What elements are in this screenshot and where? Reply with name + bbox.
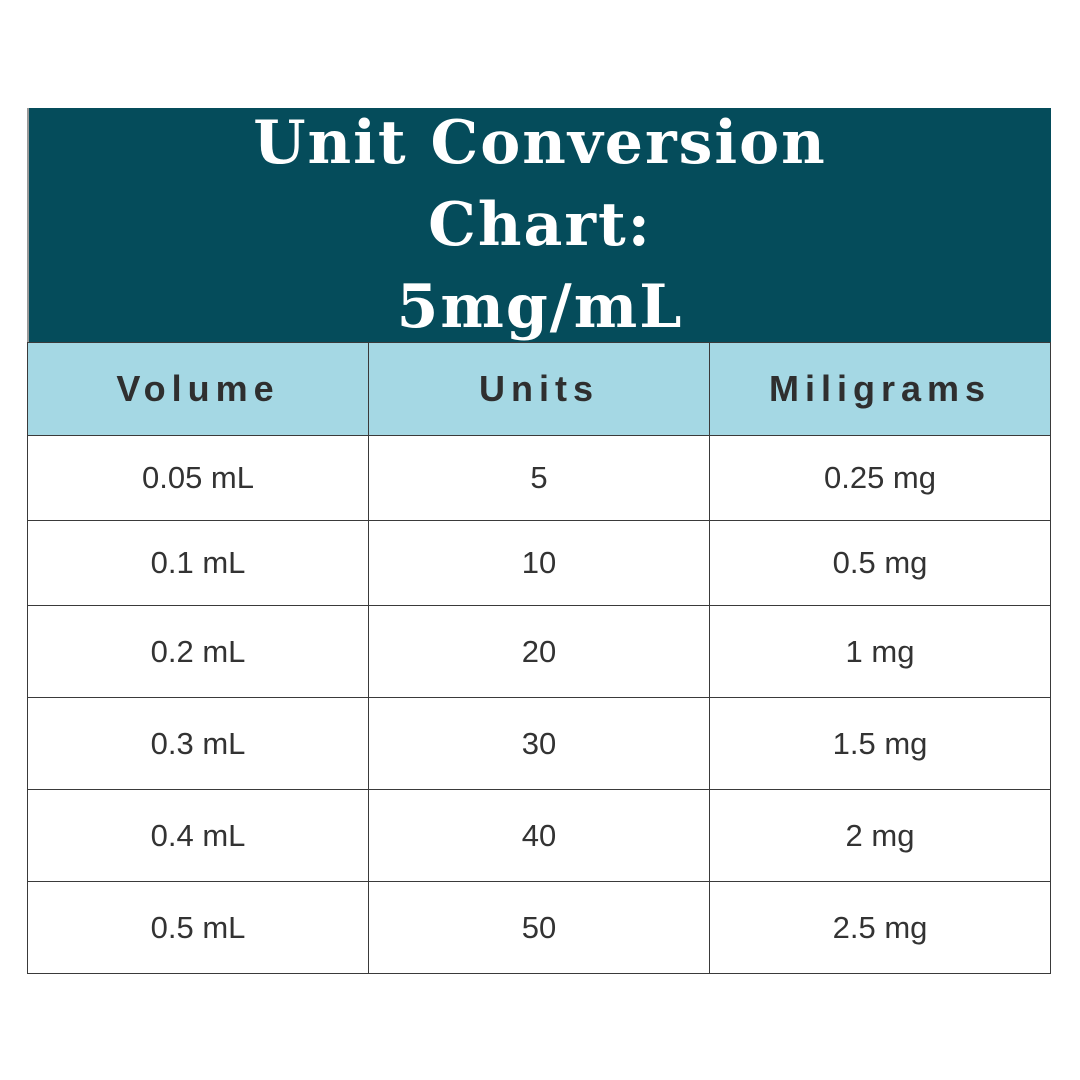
table-row: 0.1 mL 10 0.5 mg	[27, 520, 1051, 606]
milligrams-cell: 0.5 mg	[709, 520, 1051, 606]
conversion-chart: Unit Conversion Chart: 5mg/mL Volume Uni…	[27, 108, 1051, 974]
volume-cell: 0.3 mL	[27, 697, 369, 790]
milligrams-cell: 1.5 mg	[709, 697, 1051, 790]
table-row: 0.4 mL 40 2 mg	[27, 789, 1051, 882]
units-cell: 20	[368, 605, 710, 698]
milligrams-cell: 1 mg	[709, 605, 1051, 698]
header-row: Volume Units Miligrams	[27, 342, 1051, 436]
units-cell: 5	[368, 435, 710, 521]
title-banner: Unit Conversion Chart: 5mg/mL	[27, 108, 1051, 342]
volume-cell: 0.4 mL	[27, 789, 369, 882]
header-units: Units	[368, 342, 710, 436]
units-cell: 50	[368, 881, 710, 974]
units-cell: 30	[368, 697, 710, 790]
milligrams-cell: 0.25 mg	[709, 435, 1051, 521]
milligrams-cell: 2.5 mg	[709, 881, 1051, 974]
page-subtitle: 5mg/mL	[396, 272, 684, 342]
volume-cell: 0.2 mL	[27, 605, 369, 698]
header-milligrams: Miligrams	[709, 342, 1051, 436]
volume-cell: 0.1 mL	[27, 520, 369, 606]
units-cell: 10	[368, 520, 710, 606]
conversion-table: Volume Units Miligrams 0.05 mL 5 0.25 mg 0.…	[27, 342, 1051, 974]
table-row: 0.5 mL 50 2.5 mg	[27, 881, 1051, 974]
units-cell: 40	[368, 789, 710, 882]
table-row: 0.2 mL 20 1 mg	[27, 605, 1051, 698]
table-row: 0.3 mL 30 1.5 mg	[27, 697, 1051, 790]
header-volume: Volume	[27, 342, 369, 436]
volume-cell: 0.5 mL	[27, 881, 369, 974]
page-title: Unit Conversion Chart:	[253, 108, 827, 260]
table-row: 0.05 mL 5 0.25 mg	[27, 435, 1051, 521]
volume-cell: 0.05 mL	[27, 435, 369, 521]
milligrams-cell: 2 mg	[709, 789, 1051, 882]
